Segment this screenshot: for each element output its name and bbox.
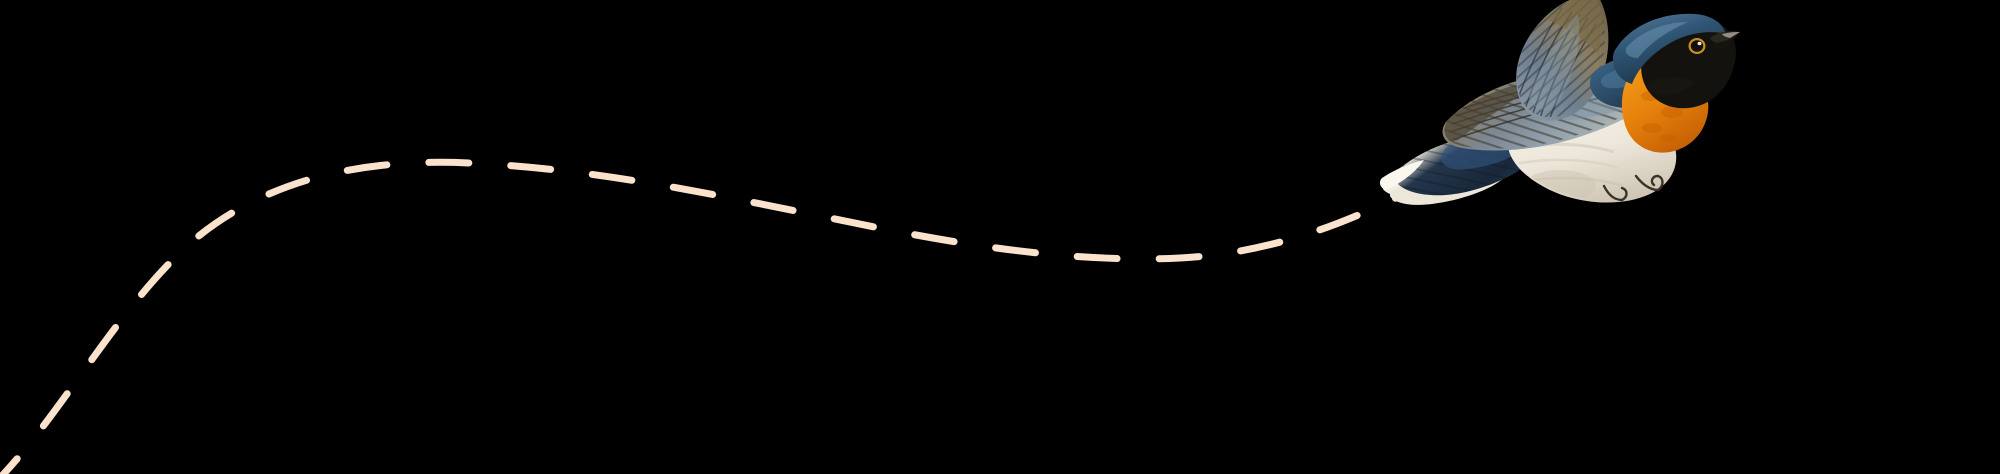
bird-group [1379, 0, 1740, 205]
dashed-flight-trail [0, 158, 1404, 474]
bird-head [1612, 13, 1740, 109]
bird-upper-wing [1516, 0, 1609, 121]
bird-feet [1602, 174, 1664, 202]
bird-beak [1710, 31, 1740, 50]
bird-eye [1688, 38, 1706, 54]
bird-tail [1379, 133, 1540, 205]
